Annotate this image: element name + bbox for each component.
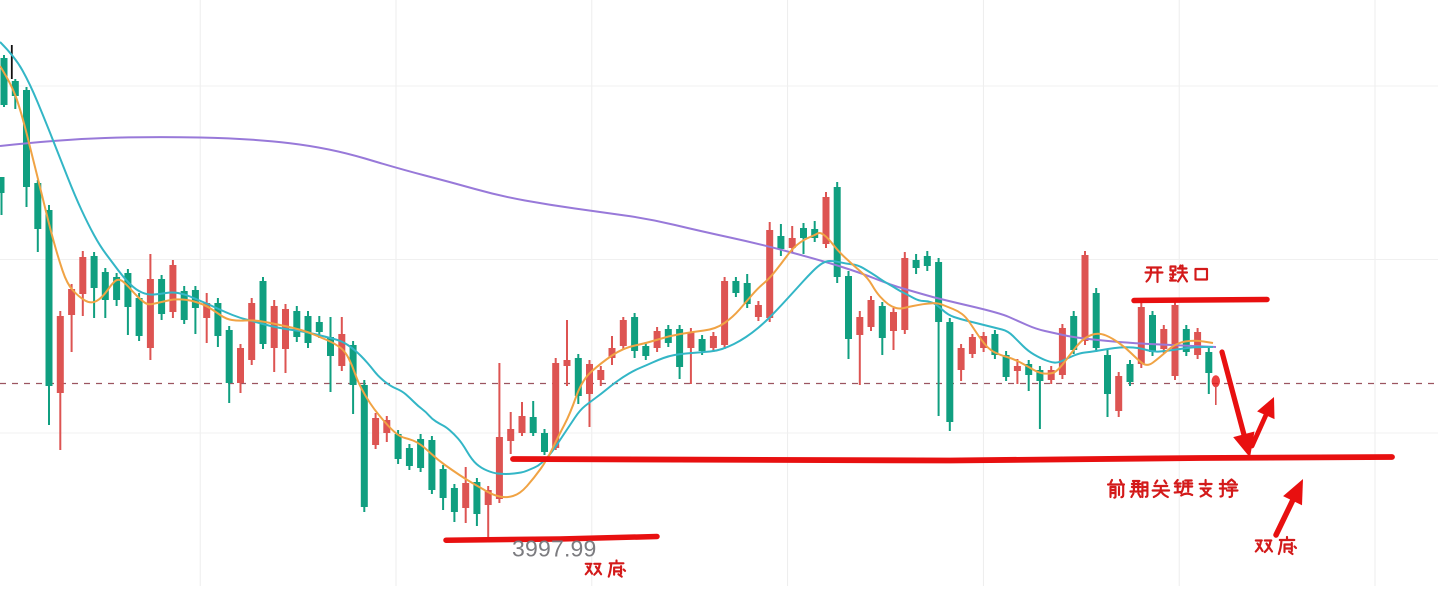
svg-text:3997.99: 3997.99 [512, 536, 597, 562]
